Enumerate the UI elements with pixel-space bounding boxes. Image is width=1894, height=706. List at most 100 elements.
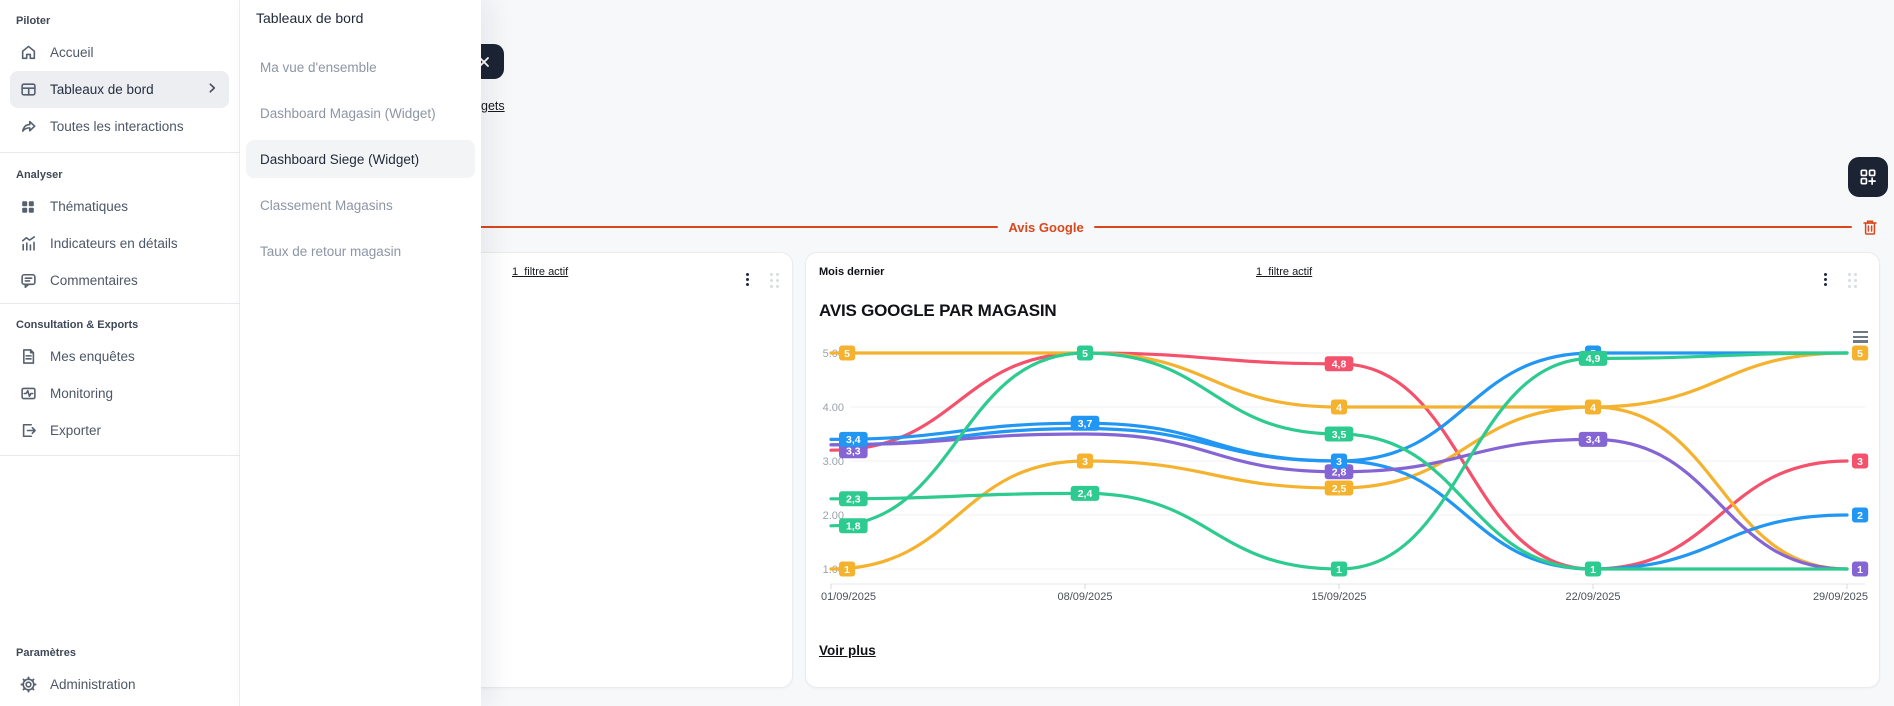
section-divider-label: Avis Google xyxy=(1008,219,1084,235)
svg-text:3,3: 3,3 xyxy=(846,446,861,458)
sidebar-item-commentaires[interactable]: Commentaires xyxy=(10,262,229,299)
sidebar-item-toutes-les-interactions[interactable]: Toutes les interactions xyxy=(10,108,229,145)
trash-icon[interactable] xyxy=(1862,219,1878,236)
sidebar-item-indicateurs-en-d-tails[interactable]: Indicateurs en détails xyxy=(10,225,229,262)
svg-text:3: 3 xyxy=(1857,456,1863,468)
dashboard-icon xyxy=(20,81,38,99)
sidebar-item-label: Tableaux de bord xyxy=(50,82,154,97)
sidebar-item-label: Indicateurs en détails xyxy=(50,236,178,251)
divider-line xyxy=(1093,226,1852,228)
svg-text:2,3: 2,3 xyxy=(846,494,861,506)
svg-text:1: 1 xyxy=(1336,564,1342,576)
sidebar-item-administration[interactable]: Administration xyxy=(10,666,229,703)
sidebar-item-label: Toutes les interactions xyxy=(50,119,184,134)
sidebar-item-label: Thématiques xyxy=(50,199,129,214)
chevron-right-icon xyxy=(205,81,219,98)
sidebar-section: Analyser Thématiques Indicateurs en détail… xyxy=(0,162,239,299)
svg-text:4: 4 xyxy=(1590,402,1596,414)
add-widget-icon xyxy=(1860,169,1876,185)
svg-text:4: 4 xyxy=(1336,402,1342,414)
home-icon xyxy=(20,44,38,62)
svg-text:5: 5 xyxy=(1857,348,1863,360)
chart-title: AVIS GOOGLE PAR MAGASIN xyxy=(819,301,1057,320)
sidebar: Piloter Accueil Tableaux de bord Toutes les… xyxy=(0,0,240,706)
export-icon xyxy=(20,422,38,440)
sidebar-section: Piloter Accueil Tableaux de bord Toutes les… xyxy=(0,8,239,145)
svg-text:01/09/2025: 01/09/2025 xyxy=(821,591,876,603)
svg-text:4,9: 4,9 xyxy=(1586,353,1601,365)
gear-icon xyxy=(20,676,38,694)
svg-text:29/09/2025: 29/09/2025 xyxy=(1813,591,1868,603)
sidebar-section: Consultation & Exports Mes enquêtes Monito… xyxy=(0,312,239,449)
svg-text:1: 1 xyxy=(844,564,850,576)
flyout-item-taux-de-retour-magasin[interactable]: Taux de retour magasin xyxy=(260,243,402,259)
bar-chart-icon xyxy=(20,235,38,253)
sidebar-item-label: Monitoring xyxy=(50,386,114,401)
sidebar-section-label: Piloter xyxy=(16,15,51,27)
sidebar-item-mes-enqu-tes[interactable]: Mes enquêtes xyxy=(10,338,229,375)
svg-text:4.00: 4.00 xyxy=(823,402,844,414)
flyout-title: Tableaux de bord xyxy=(256,10,364,26)
kebab-menu-icon[interactable] xyxy=(744,271,751,288)
document-icon xyxy=(20,348,38,366)
drag-handle-icon[interactable] xyxy=(768,271,781,290)
sidebar-item-monitoring[interactable]: Monitoring xyxy=(10,375,229,412)
kebab-menu-icon[interactable] xyxy=(1822,271,1829,288)
flyout-item-classement-magasins[interactable]: Classement Magasins xyxy=(260,197,393,213)
sidebar-section-label: Consultation & Exports xyxy=(16,319,139,331)
add-widget-button[interactable] xyxy=(1848,157,1888,197)
grid-icon xyxy=(20,198,38,216)
dashboards-flyout-menu: Tableaux de bord Ma vue d'ensemble Dashbo… xyxy=(240,0,481,706)
sidebar-item-label: Administration xyxy=(50,677,136,692)
sidebar-item-tableaux-de-bord[interactable]: Tableaux de bord xyxy=(10,71,229,108)
svg-text:2: 2 xyxy=(1857,510,1863,522)
sidebar-item-label: Commentaires xyxy=(50,273,138,288)
sidebar-item-label: Accueil xyxy=(50,45,94,60)
svg-text:3.00: 3.00 xyxy=(823,456,844,468)
svg-text:1,8: 1,8 xyxy=(846,521,861,533)
sidebar-divider xyxy=(0,303,240,304)
svg-text:3: 3 xyxy=(1336,456,1342,468)
svg-text:08/09/2025: 08/09/2025 xyxy=(1057,591,1112,603)
divider-line xyxy=(240,226,999,228)
svg-text:4,8: 4,8 xyxy=(1332,359,1347,371)
chart-menu-icon[interactable] xyxy=(1853,331,1868,343)
sidebar-section-label: Analyser xyxy=(16,169,63,181)
sidebar-item-accueil[interactable]: Accueil xyxy=(10,34,229,71)
svg-text:2,4: 2,4 xyxy=(1078,488,1093,500)
sidebar-item-exporter[interactable]: Exporter xyxy=(10,412,229,449)
section-divider: Avis Google xyxy=(240,218,1878,236)
sidebar-item-th-matiques[interactable]: Thématiques xyxy=(10,188,229,225)
sidebar-item-label: Mes enquêtes xyxy=(50,349,135,364)
svg-text:3,7: 3,7 xyxy=(1078,418,1093,430)
monitoring-icon xyxy=(20,385,38,403)
sidebar-section-label: Paramètres xyxy=(16,647,76,659)
filter-active-link[interactable]: 1 filtre actif xyxy=(1256,266,1313,278)
svg-text:5: 5 xyxy=(844,348,850,360)
widgets-link-truncated[interactable]: gets xyxy=(481,99,505,113)
flyout-item-dashboard-siege-widget-[interactable]: Dashboard Siege (Widget) xyxy=(246,140,475,178)
svg-text:15/09/2025: 15/09/2025 xyxy=(1311,591,1366,603)
flyout-item-ma-vue-d-ensemble[interactable]: Ma vue d'ensemble xyxy=(260,59,377,75)
svg-text:2,5: 2,5 xyxy=(1332,483,1347,495)
filter-active-link[interactable]: 1 filtre actif xyxy=(512,266,569,278)
period-label: Mois dernier xyxy=(819,266,885,278)
see-more-link[interactable]: Voir plus xyxy=(819,643,876,658)
svg-text:1: 1 xyxy=(1857,564,1863,576)
sidebar-item-label: Exporter xyxy=(50,423,102,438)
flyout-item-dashboard-magasin-widget-[interactable]: Dashboard Magasin (Widget) xyxy=(260,105,436,121)
close-icon xyxy=(479,56,489,67)
share-icon xyxy=(20,118,38,136)
svg-text:3,4: 3,4 xyxy=(1586,434,1601,446)
svg-text:2,8: 2,8 xyxy=(1332,467,1347,479)
sidebar-section: Paramètres Administration xyxy=(0,640,239,703)
svg-text:3,5: 3,5 xyxy=(1332,429,1347,441)
sidebar-divider xyxy=(0,455,240,456)
svg-text:3,4: 3,4 xyxy=(846,434,861,446)
drag-handle-icon[interactable] xyxy=(1846,271,1859,290)
sidebar-divider xyxy=(0,152,240,153)
comment-icon xyxy=(20,272,38,290)
svg-text:2.00: 2.00 xyxy=(823,510,844,522)
avis-google-widget-card: Mois dernier 1 filtre actif AVIS GOOGLE … xyxy=(805,252,1880,688)
svg-text:1: 1 xyxy=(1590,564,1596,576)
